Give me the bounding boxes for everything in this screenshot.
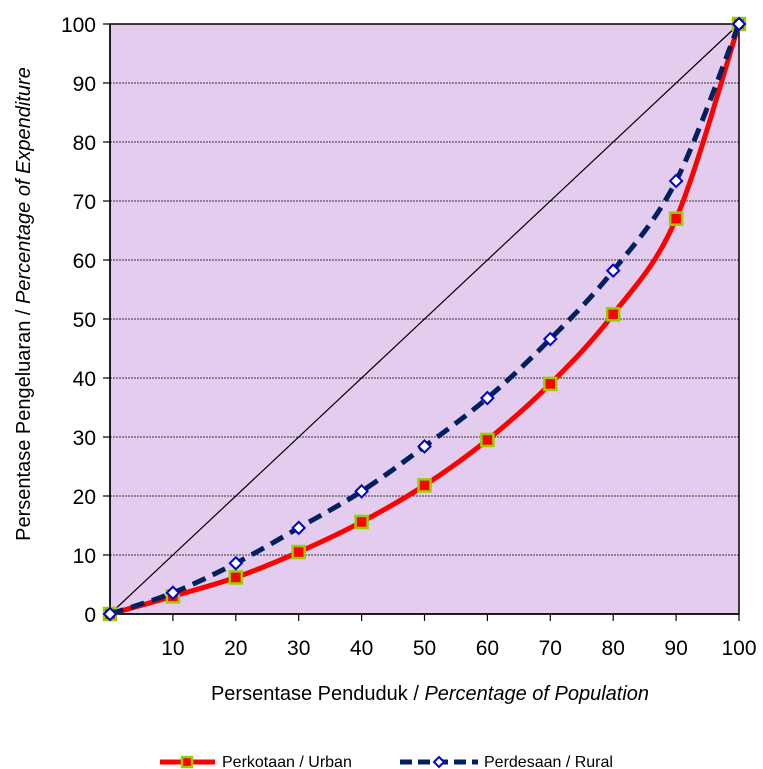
urban-marker-80 xyxy=(605,307,621,322)
rural-marker-40 xyxy=(354,483,370,499)
x-tick-label-20: 20 xyxy=(224,637,247,660)
x-tick-label-30: 30 xyxy=(287,637,310,660)
legend-rural-label: Perdesaan / Rural xyxy=(484,754,613,769)
x-tick-labels: 10 20 30 40 50 60 70 80 90 100 xyxy=(161,637,756,660)
x-axis-title-english: Percentage of Population xyxy=(424,683,649,705)
y-tick-labels: 0 10 20 30 40 50 60 70 80 90 100 xyxy=(61,14,96,627)
rural-marker-100 xyxy=(731,16,747,32)
y-tick-label-50: 50 xyxy=(73,309,96,332)
y-tick-label-80: 80 xyxy=(73,132,96,155)
y-tick-label-10: 10 xyxy=(73,545,96,568)
y-tick-label-40: 40 xyxy=(73,368,96,391)
y-axis-title-main: Persentase Pengeluaran xyxy=(13,321,35,541)
x-tick-label-50: 50 xyxy=(413,637,436,660)
legend-item-urban[interactable]: Perkotaan / Urban xyxy=(160,754,352,769)
urban-point-50 xyxy=(417,478,432,493)
y-tick-label-60: 60 xyxy=(73,250,96,273)
y-axis-title-separator: / xyxy=(13,304,35,321)
urban-point-40 xyxy=(354,514,369,530)
legend-urban-marker xyxy=(180,755,194,769)
y-tick-label-90: 90 xyxy=(73,73,96,96)
urban-marker-20 xyxy=(228,570,244,585)
urban-marker-30 xyxy=(291,544,306,560)
x-tick-label-40: 40 xyxy=(350,637,373,660)
x-axis-title-separator: / xyxy=(408,683,425,705)
urban-point-90 xyxy=(668,211,684,226)
y-tick-label-100: 100 xyxy=(61,14,96,37)
urban-marker-50 xyxy=(417,478,432,493)
x-tick-label-100: 100 xyxy=(721,637,756,660)
rural-marker-60 xyxy=(479,390,495,406)
rural-marker-70 xyxy=(542,331,558,347)
rural-marker-30 xyxy=(291,520,307,536)
y-tick-label-70: 70 xyxy=(73,191,96,214)
legend-rural-marker xyxy=(432,755,446,769)
y-axis-title: Persentase Pengeluaran / Percentage of E… xyxy=(13,67,35,541)
urban-point-20 xyxy=(228,570,244,585)
x-tick-label-90: 90 xyxy=(664,637,687,660)
x-tick-label-80: 80 xyxy=(602,637,625,660)
y-tick-label-20: 20 xyxy=(73,486,96,509)
urban-marker-70 xyxy=(543,376,558,392)
rural-marker-10 xyxy=(165,585,181,601)
x-tick-label-60: 60 xyxy=(476,637,499,660)
urban-marker-90 xyxy=(668,211,684,226)
rural-marker-80 xyxy=(605,263,621,279)
urban-point-30 xyxy=(291,544,306,560)
x-tick-label-70: 70 xyxy=(539,637,562,660)
y-tick-label-30: 30 xyxy=(73,427,96,450)
urban-point-60 xyxy=(480,432,495,448)
rural-marker-0 xyxy=(102,606,118,622)
series-rural-line xyxy=(109,23,742,617)
urban-point-70 xyxy=(543,376,558,392)
x-axis-title-main: Persentase Penduduk xyxy=(211,683,409,705)
axes xyxy=(103,23,740,621)
urban-marker-40 xyxy=(354,514,369,530)
urban-point-80 xyxy=(605,307,621,322)
legend: Perkotaan / Urban Perdesaan / Rural xyxy=(160,754,613,769)
legend-item-rural[interactable]: Perdesaan / Rural xyxy=(400,754,613,769)
x-axis-title: Persentase Penduduk / Percentage of Popu… xyxy=(211,683,649,705)
y-axis-title-english: Percentage of Expenditure xyxy=(13,67,35,304)
rural-marker-90 xyxy=(668,173,684,189)
y-tick-label-0: 0 xyxy=(84,604,96,627)
urban-marker-60 xyxy=(480,432,495,448)
rural-marker-50 xyxy=(417,439,432,454)
rural-marker-20 xyxy=(228,555,244,571)
x-tick-label-10: 10 xyxy=(161,637,184,660)
equality-line xyxy=(109,23,740,615)
legend-urban-label: Perkotaan / Urban xyxy=(222,754,352,769)
series-layer xyxy=(102,16,747,622)
